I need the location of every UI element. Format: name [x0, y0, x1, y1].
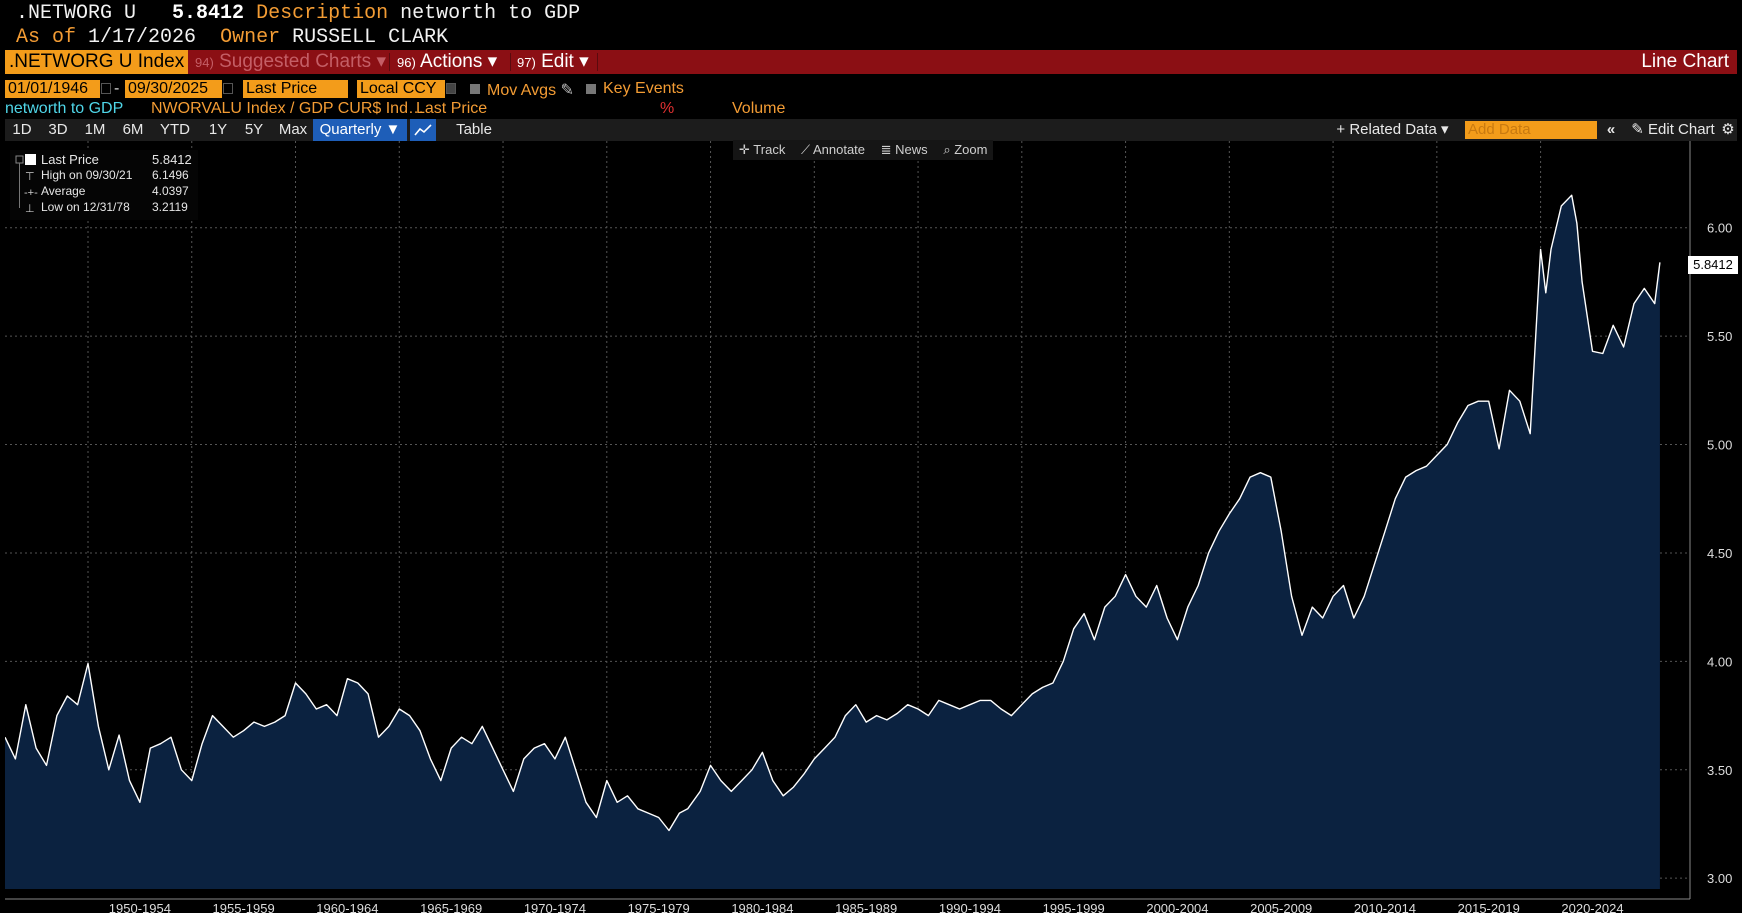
chart-type-label: Line Chart — [1641, 51, 1729, 72]
percent-toggle[interactable]: % — [660, 100, 675, 117]
x-tick-label: 2005-2009 — [1250, 901, 1312, 913]
menu-bar: .NETWORG U Index 94) Suggested Charts ▾ … — [5, 50, 1737, 74]
series-formula[interactable]: NWORVALU Index / GDP CUR$ Ind… — [151, 100, 424, 117]
news-icon: ≣ — [880, 142, 892, 157]
period-5y[interactable]: 5Y — [244, 121, 264, 138]
description-label: Description — [256, 2, 389, 25]
chart-toolbar: 1D 3D 1M 6M YTD 1Y 5Y Max Quarterly ▼ Ta… — [5, 119, 1737, 141]
add-data-input[interactable]: Add Data — [1465, 121, 1597, 139]
last-price-value: 5.8412 — [152, 152, 192, 167]
period-1y[interactable]: 1Y — [208, 121, 228, 138]
low-label: Low on 12/31/78 — [41, 200, 130, 214]
asof-date: 1/17/2026 — [88, 26, 197, 49]
key-events-checkbox[interactable] — [586, 84, 596, 94]
last-value-tag: 5.8412 — [1688, 256, 1738, 274]
security-field[interactable]: .NETWORG U Index — [5, 50, 188, 74]
x-tick-label: 1985-1989 — [835, 901, 897, 913]
calendar-icon[interactable] — [223, 83, 233, 94]
y-tick-label: 5.00 — [1707, 438, 1732, 453]
date-separator: - — [114, 80, 120, 97]
svg-text:⊥: ⊥ — [25, 203, 35, 215]
mov-avgs-checkbox[interactable] — [470, 84, 480, 94]
x-tick-label: 1970-1974 — [524, 901, 586, 913]
series-area — [5, 195, 1660, 889]
x-tick-label: 1980-1984 — [731, 901, 793, 913]
suggested-charts-menu[interactable]: 94) Suggested Charts ▾ — [195, 51, 386, 72]
y-tick-label: 3.50 — [1707, 763, 1732, 778]
high-value: 6.1496 — [152, 168, 189, 182]
zoom-tool[interactable]: ⌕ Zoom — [943, 142, 988, 157]
y-tick-label: 6.00 — [1707, 221, 1732, 236]
period-1d[interactable]: 1D — [12, 121, 32, 138]
average-label: Average — [41, 184, 86, 198]
security-header: .NETWORG U 5.8412 Description networth t… — [16, 2, 580, 25]
x-tick-label: 1960-1964 — [316, 901, 378, 913]
volume-field[interactable]: Volume — [732, 100, 786, 117]
owner-name: RUSSELL CLARK — [292, 26, 449, 49]
series-line — [5, 194, 1661, 832]
period-max[interactable]: Max — [278, 121, 308, 138]
x-tick-label: 2015-2019 — [1458, 901, 1520, 913]
chart-tools: ✛ Track ⟋ Annotate ≣ News ⌕ Zoom — [733, 140, 994, 160]
start-date-field[interactable]: 01/01/1946 — [5, 80, 100, 98]
y-tick-label: 4.50 — [1707, 546, 1732, 561]
y-tick-label: 4.00 — [1707, 654, 1732, 669]
actions-menu[interactable]: 96) Actions ▾ — [397, 51, 498, 72]
table-view-button[interactable]: Table — [456, 121, 492, 138]
last-price-label: Last Price — [41, 152, 99, 167]
magnifier-icon: ⌕ — [943, 142, 951, 157]
x-tick-label: 1965-1969 — [420, 901, 482, 913]
svg-text:-+-: -+- — [24, 187, 38, 199]
x-tick-label: 2000-2004 — [1146, 901, 1208, 913]
news-tool[interactable]: ≣ News — [880, 142, 928, 157]
line-chart[interactable]: 3.00 3.50 4.00 4.50 5.00 5.50 6.00 1950-1954 195… — [5, 141, 1737, 913]
x-tick-label: 1955-1959 — [213, 901, 275, 913]
low-value: 3.2119 — [152, 200, 188, 214]
series-field[interactable]: Last Price — [416, 100, 488, 117]
currency-dropdown-icon[interactable] — [446, 83, 456, 94]
pencil-icon[interactable]: ✎ — [560, 82, 574, 99]
owner-label: Owner — [220, 26, 281, 49]
related-data-button[interactable]: + Related Data ▾ — [1336, 121, 1449, 138]
series-name: networth to GDP — [5, 100, 124, 117]
track-tool[interactable]: ✛ Track — [739, 142, 786, 157]
stats-legend: ⊤ -+- ⊥ Last Price 5.8412 High on 09/30/… — [10, 150, 198, 220]
period-1m[interactable]: 1M — [84, 121, 106, 138]
pen-icon: ⟋ — [800, 142, 811, 157]
gear-icon[interactable]: ⚙ — [1721, 121, 1735, 138]
x-tick-label: 2020-2024 — [1561, 901, 1623, 913]
end-date-field[interactable]: 09/30/2025 — [125, 80, 222, 98]
average-value: 4.0397 — [152, 184, 189, 198]
mov-avgs-label[interactable]: Mov Avgs ✎ — [487, 82, 574, 99]
legend-tree-icon: ⊤ -+- ⊥ — [15, 154, 38, 215]
currency-selector[interactable]: Local CCY — [357, 80, 445, 98]
svg-text:⊤: ⊤ — [25, 171, 35, 183]
annotate-tool[interactable]: ⟋ Annotate — [800, 142, 866, 157]
period-6m[interactable]: 6M — [122, 121, 144, 138]
asof-label: As of — [16, 26, 77, 49]
y-tick-label: 5.50 — [1707, 329, 1732, 344]
asof-row: As of 1/17/2026 Owner RUSSELL CLARK — [16, 26, 448, 49]
period-3d[interactable]: 3D — [48, 121, 68, 138]
crosshair-icon: ✛ — [739, 142, 750, 157]
x-tick-label: 1995-1999 — [1043, 901, 1105, 913]
period-ytd[interactable]: YTD — [160, 121, 190, 138]
description-value: networth to GDP — [400, 2, 581, 25]
line-chart-icon[interactable] — [410, 119, 436, 141]
edit-menu[interactable]: 97) Edit ▾ — [517, 51, 589, 72]
last-price-header: 5.8412 — [172, 2, 245, 25]
frequency-selector[interactable]: Quarterly ▼ — [313, 119, 407, 141]
x-tick-label: 1990-1994 — [939, 901, 1001, 913]
calendar-icon[interactable] — [101, 83, 111, 94]
field-selector[interactable]: Last Price — [243, 80, 348, 98]
x-tick-label: 1950-1954 — [109, 901, 171, 913]
high-label: High on 09/30/21 — [41, 168, 133, 182]
ticker[interactable]: .NETWORG U — [16, 2, 137, 25]
x-tick-label: 2010-2014 — [1354, 901, 1416, 913]
x-tick-label: 1975-1979 — [628, 901, 690, 913]
key-events-label[interactable]: Key Events — [603, 80, 684, 97]
edit-chart-button[interactable]: ✎ Edit Chart — [1631, 121, 1715, 138]
y-tick-label: 3.00 — [1707, 871, 1732, 886]
collapse-icon[interactable]: « — [1606, 121, 1616, 138]
